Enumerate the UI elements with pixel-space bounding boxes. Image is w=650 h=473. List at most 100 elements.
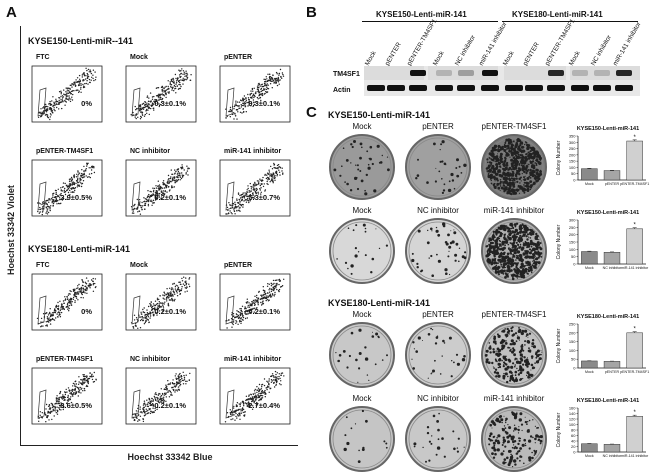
petri-dish [328,321,396,389]
bar [604,444,620,452]
facs-scatter-plot: 0.2±0.1% [120,158,200,224]
blot-lane-label: Mock [364,50,378,67]
facs-scatter-plot: 3.6±0.5% [26,366,106,432]
chart-title: KYSE150-Lenti-miR-141 [577,210,639,216]
chart-ylabel: Colony Number [556,140,562,175]
facs-plot-value: 0.2±0.1% [154,307,186,316]
petri-dish [480,321,548,389]
y-tick-label: 0 [573,450,576,455]
y-tick-label: 200 [569,330,576,335]
panel-c-letter: C [306,104,317,121]
y-tick-label: 150 [569,339,576,344]
bar [604,171,620,180]
y-tick-label: 0 [573,178,576,183]
y-tick-label: 60 [571,433,576,438]
x-category-label: NC inhibitor [603,266,623,270]
x-category-label: pENTER [605,182,620,186]
y-tick-label: 50 [571,357,576,362]
blot-group2-title: KYSE180-Lenti-miR-141 [512,10,603,19]
y-tick-label: 100 [569,422,576,427]
petri-dish [328,133,396,201]
chart-ylabel: Colony Number [556,328,562,363]
facs-plot-value: 0.3±0.1% [248,99,280,108]
petri-dish [404,405,472,473]
facs-scatter-plot: 0% [26,272,106,338]
y-tick-label: 50 [571,171,576,176]
facs-plot-value: 3.6±0.5% [60,401,92,410]
x-category-label: Mock [585,370,594,374]
x-category-label: Mock [585,266,594,270]
actin-band [571,85,589,91]
dish-label: pENTER-TM4SF1 [474,310,554,319]
facs-plot-label: pENTER-TM4SF1 [36,356,93,363]
y-tick-label: 120 [569,417,576,422]
y-tick-label: 200 [569,232,576,237]
actin-band [593,85,611,91]
western-blot [364,66,640,96]
y-tick-label: 100 [569,348,576,353]
petri-dish [328,217,396,285]
panel-c-group1-title: KYSE150-Lenti-miR-141 [328,110,430,120]
actin-band [481,85,499,91]
petri-dish [480,133,548,201]
facs-plot-label: miR-141 inhibitor [224,148,281,155]
facs-plot-value: 3.9±0.5% [60,193,92,202]
facs-plot-label: miR-141 inhibitor [224,356,281,363]
x-category-label: Mock [585,182,594,186]
bar [627,416,643,452]
facs-plot-value: 0.2±0.1% [248,307,280,316]
x-category-label: Mock [585,454,594,458]
tm4sf1-band [548,70,564,76]
tm4sf1-band [436,70,452,76]
blot-row-tm4sf1: TM4SF1 [333,71,360,78]
facs-plot-value: 0.3±0.1% [154,99,186,108]
y-tick-label: 350 [569,134,576,139]
bar [581,444,597,452]
blot-lane-label: NC inhibitor [590,34,613,67]
bar [604,361,620,368]
blot-group1-title: KYSE150-Lenti-miR-141 [376,10,467,19]
dish-label: pENTER [398,310,478,319]
facs-plot-label: Mock [130,262,148,269]
dish-label: miR-141 inhibitor [474,206,554,215]
chart-ylabel: Colony Number [556,412,562,447]
dish-label: Mock [322,122,402,131]
bar [581,169,597,180]
y-tick-label: 300 [569,140,576,145]
tm4sf1-band [616,70,632,76]
y-tick-label: 200 [569,152,576,157]
dish-label: Mock [322,206,402,215]
facs-scatter-plot: 2.7±0.4% [214,366,294,432]
tm4sf1-band [482,70,498,76]
tm4sf1-band [594,70,610,76]
facs-scatter-plot: 3.9±0.5% [26,158,106,224]
facs-group-title: KYSE150-Lenti-miR--141 [28,36,133,46]
y-tick-label: 250 [569,146,576,151]
y-tick-label: 100 [569,165,576,170]
panel-c-group2-title: KYSE180-Lenti-miR-141 [328,298,430,308]
facs-plot-label: FTC [36,54,50,61]
blot-lane-label: pENTER [522,41,541,67]
y-tick-label: 300 [569,218,576,223]
petri-dish [404,321,472,389]
facs-plot-value: 0% [81,307,92,316]
blot-lane-label: Mock [502,50,516,67]
bar [581,252,597,264]
dish-label: Mock [322,310,402,319]
y-tick-label: 160 [569,406,576,411]
actin-band [615,85,633,91]
panel-a-letter: A [6,4,17,21]
x-category-label: miR-141 inhibitor [621,266,649,270]
dish-label: pENTER [398,122,478,131]
y-tick-label: 0 [573,262,576,267]
y-tick-label: 250 [569,225,576,230]
y-tick-label: 20 [571,444,576,449]
facs-scatter-plot: 0.3±0.1% [120,64,200,130]
bar [627,141,643,180]
actin-band [525,85,543,91]
panel-a-x-label: Hoechst 33342 Blue [100,452,240,462]
petri-dish [480,217,548,285]
facs-scatter-plot: 0.2±0.1% [120,366,200,432]
